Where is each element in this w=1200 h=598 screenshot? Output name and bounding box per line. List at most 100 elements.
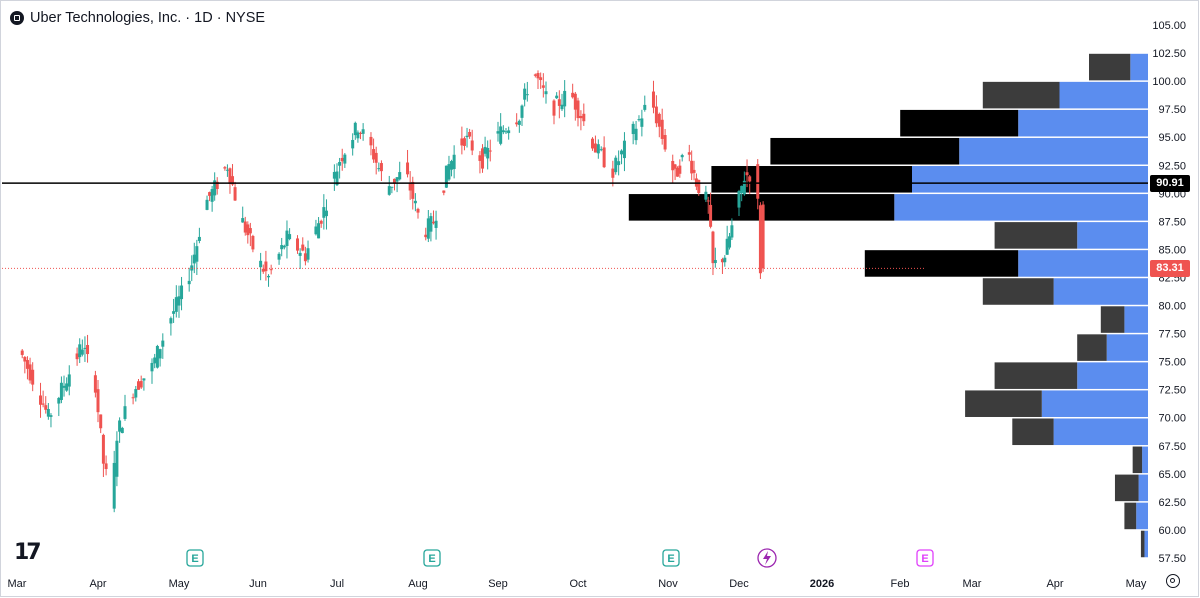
volume-profile-down-bar [1124,502,1137,530]
candle-body [398,172,402,180]
earnings-marker-icon: E [662,549,680,567]
candle-body [431,221,435,224]
candle-body [737,191,741,208]
candle-body [322,207,326,218]
candle-body [486,147,490,159]
candle-body [687,152,691,155]
candle-body [452,154,456,170]
candle-body [557,99,561,106]
candle-body [730,225,734,238]
candle-body [369,136,373,146]
lightning-glyph [763,551,771,565]
candle-body [599,149,603,151]
candle-body [223,167,227,169]
candle-body [660,119,664,139]
candle-body [424,234,428,238]
candle-body [31,369,35,385]
candle-body [637,119,641,121]
x-tick-label: Sep [488,578,508,590]
earnings-marker-box [662,549,680,567]
volume-profile-down-bar [864,250,1019,277]
candle-body [617,161,621,166]
candle-body [319,220,323,224]
candle-body [80,349,84,355]
candle-body [499,126,503,144]
candle-body [523,88,527,100]
candle-body [515,122,519,125]
tradingview-logo-icon[interactable]: 17 [14,540,42,565]
candle-body [361,129,365,134]
candle-body [231,176,235,185]
symbol-title: Uber Technologies, Inc. · 1D · NYSE [30,10,266,26]
candle-body [460,138,464,146]
candle-body [86,344,90,355]
candle-body [579,115,583,119]
candle-body [725,238,729,255]
candle-body [261,268,265,272]
y-tick-label: 70.00 [1158,413,1186,425]
volume-profile-up-bar [912,166,1148,193]
candle-body [654,106,658,124]
candle-body [416,208,420,213]
candle-body [507,130,511,134]
candle-body [267,275,271,278]
candle-body [591,138,595,149]
settings-icon[interactable] [1166,574,1180,588]
candle-body [153,357,157,364]
candle-body [134,389,138,398]
candle-body [197,236,201,241]
candle-body [246,224,250,236]
candle-body [379,163,383,172]
y-tick-label: 75.00 [1158,357,1186,369]
x-tick-label: Jun [249,578,267,590]
candle-body [723,257,727,263]
uber-logo-icon [10,11,24,25]
volume-profile-up-bar [1136,502,1148,530]
candle-body [657,113,661,127]
candle-body [406,162,410,175]
x-tick-label: Oct [569,578,586,590]
candle-body [544,91,548,95]
candle-body [139,381,143,388]
candle-body [314,226,318,235]
y-tick-label: 87.50 [1158,216,1186,228]
earnings-marker-label: E [191,553,198,565]
volume-profile-down-bar [1012,418,1054,446]
candle-body [161,340,165,347]
candle-body [215,181,219,189]
x-tick-label: Aug [408,578,428,590]
candle-body [259,260,263,268]
volume-profile-up-bar [1053,278,1148,305]
candle-body [571,92,575,98]
candle-body [41,403,45,405]
candle-body [756,164,760,199]
candle-body [504,131,508,133]
candle-body [137,381,140,390]
candle-body [57,397,61,404]
candle-body [67,374,71,387]
candle-body [324,210,328,217]
candle-body [622,140,626,159]
candle-body [317,223,321,239]
volume-profile-up-bar [894,194,1148,221]
candle-body [671,160,675,171]
y-tick-label: 77.50 [1158,329,1186,341]
candle-body [673,164,677,169]
candle-body [75,353,79,360]
candle-body [123,406,127,419]
candle-body [761,204,765,269]
candle-body [39,395,43,405]
candle-body [377,168,381,170]
volume-profile-up-bar [959,137,1148,165]
candle-body [720,259,724,263]
earnings-marker-icon: E [186,549,204,567]
candle-body [611,168,615,178]
candle-body [555,95,559,99]
candle-body [468,132,472,137]
candle-body [481,148,485,169]
candle-body [663,135,667,150]
y-tick-label: 95.00 [1158,132,1186,144]
x-tick-label: May [1126,578,1147,590]
candle-body [46,409,50,417]
